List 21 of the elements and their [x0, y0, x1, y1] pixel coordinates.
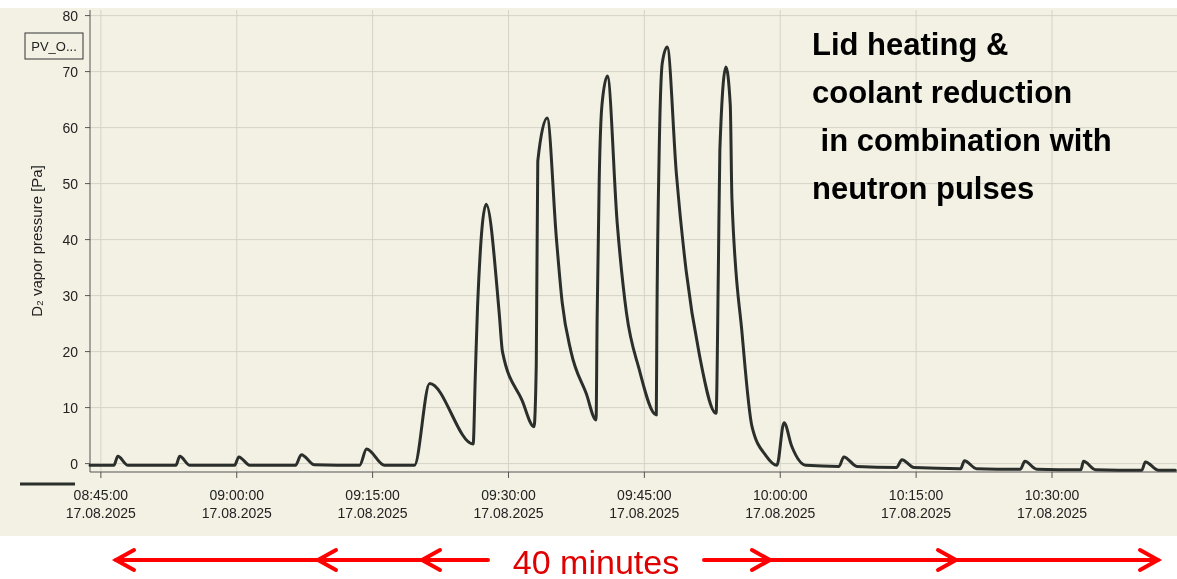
x-tick-label: 09:15:00 17.08.2025: [337, 487, 408, 521]
annotation: Lid heating & coolant reduction in combination with neutron pulses: [812, 27, 1112, 206]
y-tick-label: 50: [62, 175, 79, 192]
y-axis-title: D₂ vapor pressure [Pa]: [28, 165, 45, 317]
x-tick-label: 10:30:00 17.08.2025: [1016, 487, 1088, 521]
x-tick-label: 09:45:00 17.08.2025: [609, 487, 680, 521]
x-tick-label: 08:45:00 17.08.2025: [65, 487, 137, 521]
x-tick-label: 10:00:00 17.08.2025: [745, 487, 816, 521]
y-tick-label: 40: [62, 231, 79, 248]
x-tick-label: 09:30:00 17.08.2025: [473, 487, 544, 521]
x-tick-label: 09:00:00 17.08.2025: [201, 487, 272, 521]
text: PV_O...: [31, 38, 77, 54]
y-tick-label: 60: [62, 119, 79, 136]
y-tick-label: 0: [70, 455, 79, 472]
y-tick-label: 30: [62, 287, 79, 304]
text: 40 minutes: [512, 543, 680, 579]
y-tick-label: 10: [62, 399, 79, 416]
y-tick-label: 70: [62, 63, 79, 80]
x-tick-label: 10:15:00 17.08.2025: [881, 487, 952, 521]
y-tick-label: 20: [62, 343, 79, 360]
y-tick-label: 80: [62, 7, 79, 24]
